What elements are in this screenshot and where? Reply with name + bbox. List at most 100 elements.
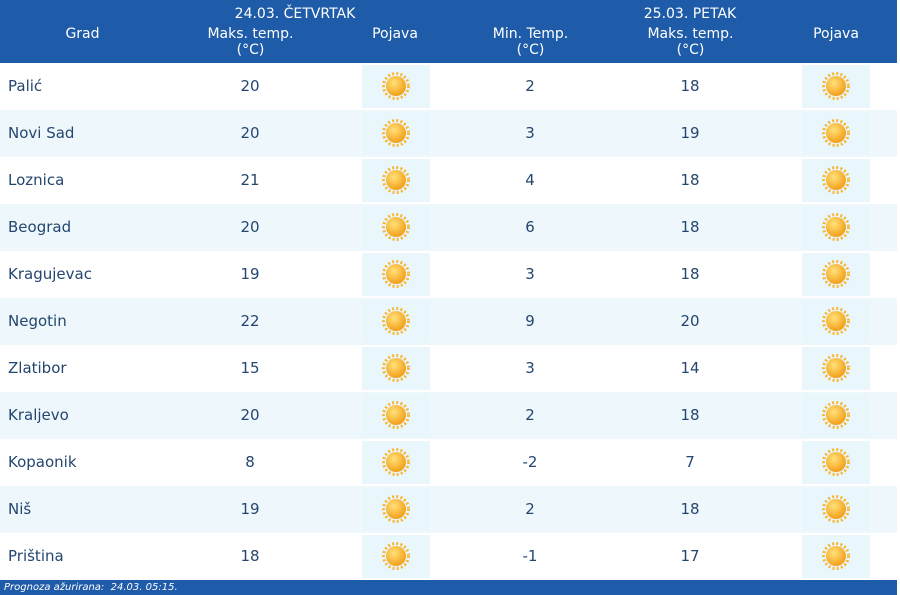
- table-row: Kopaonik 8 -2 7: [0, 439, 897, 486]
- max-temp: 18: [680, 77, 700, 95]
- weather-icon-cell: [362, 206, 430, 249]
- city-name: Priština: [8, 547, 64, 565]
- max-temp: 18: [680, 500, 700, 518]
- sun-icon: [822, 72, 850, 100]
- max-temp: 8: [245, 453, 255, 471]
- weather-icon-cell: [802, 65, 870, 108]
- city-name: Loznica: [8, 171, 65, 189]
- min-temp: 2: [525, 406, 535, 424]
- sun-icon: [382, 542, 410, 570]
- min-temp: 6: [525, 218, 535, 236]
- weather-icon-cell: [802, 488, 870, 531]
- max-temp: 17: [680, 547, 700, 565]
- max-temp: 20: [680, 312, 700, 330]
- sun-icon: [382, 307, 410, 335]
- city-name: Zlatibor: [8, 359, 67, 377]
- weather-icon-cell: [802, 159, 870, 202]
- sun-icon: [382, 401, 410, 429]
- max-temp: 18: [240, 547, 260, 565]
- sun-icon: [822, 307, 850, 335]
- min-temp: 3: [525, 359, 535, 377]
- column-heading: Grad: [65, 26, 100, 42]
- table-row: Niš 19 2 18: [0, 486, 897, 533]
- weather-icon-cell: [362, 488, 430, 531]
- update-note: Prognoza ažurirana: 24.03. 05:15.: [0, 580, 897, 595]
- max-temp: 20: [240, 124, 260, 142]
- min-temp: 4: [525, 171, 535, 189]
- sun-icon: [822, 166, 850, 194]
- max-temp: 19: [240, 500, 260, 518]
- table-row: Kragujevac 19 3 18: [0, 251, 897, 298]
- max-temp: 21: [240, 171, 260, 189]
- sun-icon: [822, 542, 850, 570]
- weather-icon-cell: [802, 253, 870, 296]
- city-name: Kopaonik: [8, 453, 77, 471]
- weather-icon-cell: [362, 441, 430, 484]
- city-name: Niš: [8, 500, 32, 518]
- min-temp: -1: [522, 547, 538, 565]
- weather-icon-cell: [362, 535, 430, 578]
- weather-icon-cell: [802, 535, 870, 578]
- weather-icon-cell: [362, 112, 430, 155]
- table-row: Palić 20 2 18: [0, 63, 897, 110]
- sun-icon: [822, 260, 850, 288]
- max-temp: 19: [240, 265, 260, 283]
- sun-icon: [822, 213, 850, 241]
- weather-icon-cell: [802, 300, 870, 343]
- column-heading: Min. Temp. (°C): [492, 26, 569, 58]
- table-row: Zlatibor 15 3 14: [0, 345, 897, 392]
- max-temp: 20: [240, 218, 260, 236]
- sun-icon: [382, 119, 410, 147]
- sun-icon: [382, 260, 410, 288]
- min-temp: 3: [525, 124, 535, 142]
- max-temp: 19: [680, 124, 700, 142]
- max-temp: 20: [240, 406, 260, 424]
- sun-icon: [382, 213, 410, 241]
- max-temp: 18: [680, 265, 700, 283]
- weather-icon-cell: [802, 112, 870, 155]
- city-name: Negotin: [8, 312, 67, 330]
- sun-icon: [382, 166, 410, 194]
- table-row: Kraljevo 20 2 18: [0, 392, 897, 439]
- weather-icon-cell: [802, 347, 870, 390]
- weather-icon-cell: [362, 300, 430, 343]
- min-temp: 3: [525, 265, 535, 283]
- max-temp: 22: [240, 312, 260, 330]
- day-heading: 24.03. ČETVRTAK: [234, 6, 356, 22]
- sun-icon: [822, 401, 850, 429]
- sun-icon: [382, 354, 410, 382]
- city-name: Kraljevo: [8, 406, 69, 424]
- sun-icon: [822, 495, 850, 523]
- column-heading: Maks. temp. (°C): [207, 26, 294, 58]
- weather-icon-cell: [362, 394, 430, 437]
- weather-icon-cell: [362, 159, 430, 202]
- min-temp: 2: [525, 77, 535, 95]
- weather-icon-cell: [362, 65, 430, 108]
- table-row: Loznica 21 4 18: [0, 157, 897, 204]
- sun-icon: [382, 448, 410, 476]
- table-row: Negotin 22 9 20: [0, 298, 897, 345]
- max-temp: 14: [680, 359, 700, 377]
- table-row: Priština 18 -1 17: [0, 533, 897, 580]
- table-header: 24.03. ČETVRTAK 25.03. PETAK Grad Maks. …: [0, 0, 897, 63]
- table-row: Novi Sad 20 3 19: [0, 110, 897, 157]
- sun-icon: [822, 354, 850, 382]
- column-heading: Maks. temp. (°C): [647, 26, 734, 58]
- min-temp: 9: [525, 312, 535, 330]
- column-heading: Pojava: [372, 26, 418, 42]
- sun-icon: [822, 448, 850, 476]
- city-name: Palić: [8, 77, 43, 95]
- max-temp: 7: [685, 453, 695, 471]
- sun-icon: [382, 72, 410, 100]
- max-temp: 20: [240, 77, 260, 95]
- weather-icon-cell: [362, 347, 430, 390]
- sun-icon: [382, 495, 410, 523]
- day-heading: 25.03. PETAK: [643, 6, 737, 22]
- max-temp: 15: [240, 359, 260, 377]
- max-temp: 18: [680, 171, 700, 189]
- min-temp: -2: [522, 453, 538, 471]
- sun-icon: [822, 119, 850, 147]
- min-temp: 2: [525, 500, 535, 518]
- weather-icon-cell: [802, 206, 870, 249]
